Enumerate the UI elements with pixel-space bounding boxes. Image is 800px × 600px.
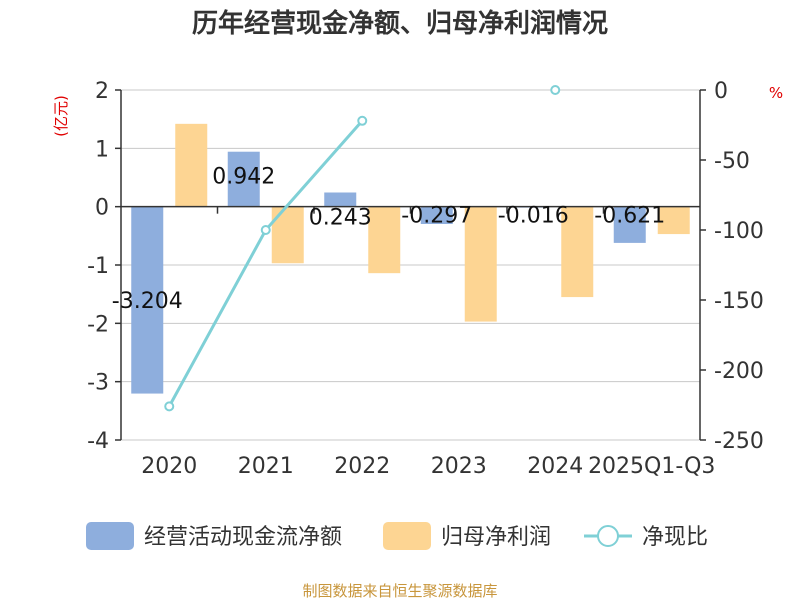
data-label-cashflow-2022: 0.243 — [309, 205, 372, 230]
bar-cashflow-2023[interactable] — [420, 206, 453, 224]
legend-swatch-net-profit — [383, 522, 431, 550]
x-tick-label: 2021 — [238, 454, 294, 479]
data-label-cashflow-2024: -0.016 — [498, 204, 569, 229]
x-tick-label: 2020 — [141, 454, 197, 479]
legend-label-cashflow: 经营活动现金流净额 — [144, 525, 342, 550]
chart-title: 历年经营现金净额、归母净利润情况 — [192, 8, 608, 39]
bar-net-profit-2020[interactable] — [175, 123, 208, 207]
left-tick-label: -4 — [87, 429, 109, 454]
bar-net-profit-2024[interactable] — [561, 206, 594, 298]
right-tick-label: -50 — [714, 149, 750, 174]
left-tick-label: -3 — [87, 371, 109, 396]
left-tick-label: -2 — [87, 312, 109, 337]
data-label-cashflow-2020: -3.204 — [112, 289, 183, 314]
legend-swatch-cash-ratio-marker — [597, 525, 619, 547]
bar-net-profit-2022[interactable] — [368, 206, 401, 274]
right-axis-unit: % — [769, 84, 783, 102]
left-tick-label: -1 — [87, 254, 109, 279]
bar-net-profit-2021[interactable] — [271, 206, 304, 264]
x-tick-label: 2024 — [527, 454, 583, 479]
ratio-point-2020[interactable] — [164, 401, 175, 412]
legend-swatch-cashflow — [86, 522, 134, 550]
right-tick-label: -150 — [714, 289, 764, 314]
left-axis-unit: (亿元) — [52, 95, 70, 137]
ratio-point-2022[interactable] — [357, 115, 368, 126]
ratio-line — [164, 85, 561, 412]
right-tick-label: -250 — [714, 429, 764, 454]
axes — [120, 90, 701, 440]
right-tick-label: -200 — [714, 359, 764, 384]
bars — [131, 123, 690, 394]
x-tick-label: 2025Q1-Q3 — [588, 454, 715, 479]
legend-item-cash-ratio[interactable]: 净现比 — [584, 525, 708, 550]
legend-label-net-profit: 归母净利润 — [441, 525, 551, 550]
legend-item-cashflow[interactable]: 经营活动现金流净额 — [86, 522, 342, 550]
bar-cashflow-2022[interactable] — [324, 192, 357, 207]
bar-cashflow-2021[interactable] — [227, 151, 260, 207]
legend: 经营活动现金流净额 归母净利润 净现比 — [86, 522, 708, 550]
gridlines — [121, 89, 700, 441]
ratio-point-2024[interactable] — [550, 85, 561, 95]
x-tick-label: 2022 — [334, 454, 390, 479]
bar-cashflow-2025Q1-Q3[interactable] — [613, 206, 646, 243]
source-note: 制图数据来自恒生聚源数据库 — [302, 582, 497, 600]
right-tick-label: 0 — [714, 79, 728, 104]
right-tick-label: -100 — [714, 219, 764, 244]
data-label-cashflow-2021: 0.942 — [212, 165, 275, 190]
left-tick-label: 2 — [95, 79, 109, 104]
bar-cashflow-2020[interactable] — [131, 206, 164, 394]
data-label-cashflow-2023: -0.297 — [401, 204, 472, 229]
legend-item-net-profit[interactable]: 归母净利润 — [383, 522, 551, 550]
ratio-point-2021[interactable] — [260, 225, 271, 235]
data-label-cashflow-2025Q1-Q3: -0.621 — [594, 204, 665, 229]
bar-net-profit-2025Q1-Q3[interactable] — [657, 206, 690, 235]
right-axis-ticks: 0 -50 -100 -150 -200 -250 — [700, 79, 764, 454]
bar-data-labels: -3.204 0.942 0.243 -0.297 -0.016 -0.621 — [112, 165, 665, 314]
left-axis-ticks: 2 1 0 -1 -2 -3 -4 — [87, 79, 121, 454]
x-axis-ticks: 2020 2021 2022 2023 2024 2025Q1-Q3 — [141, 454, 715, 479]
left-tick-label: 1 — [95, 137, 109, 162]
legend-label-cash-ratio: 净现比 — [642, 525, 708, 550]
x-tick-label: 2023 — [431, 454, 487, 479]
bar-net-profit-2023[interactable] — [464, 206, 497, 322]
left-tick-label: 0 — [95, 196, 109, 221]
